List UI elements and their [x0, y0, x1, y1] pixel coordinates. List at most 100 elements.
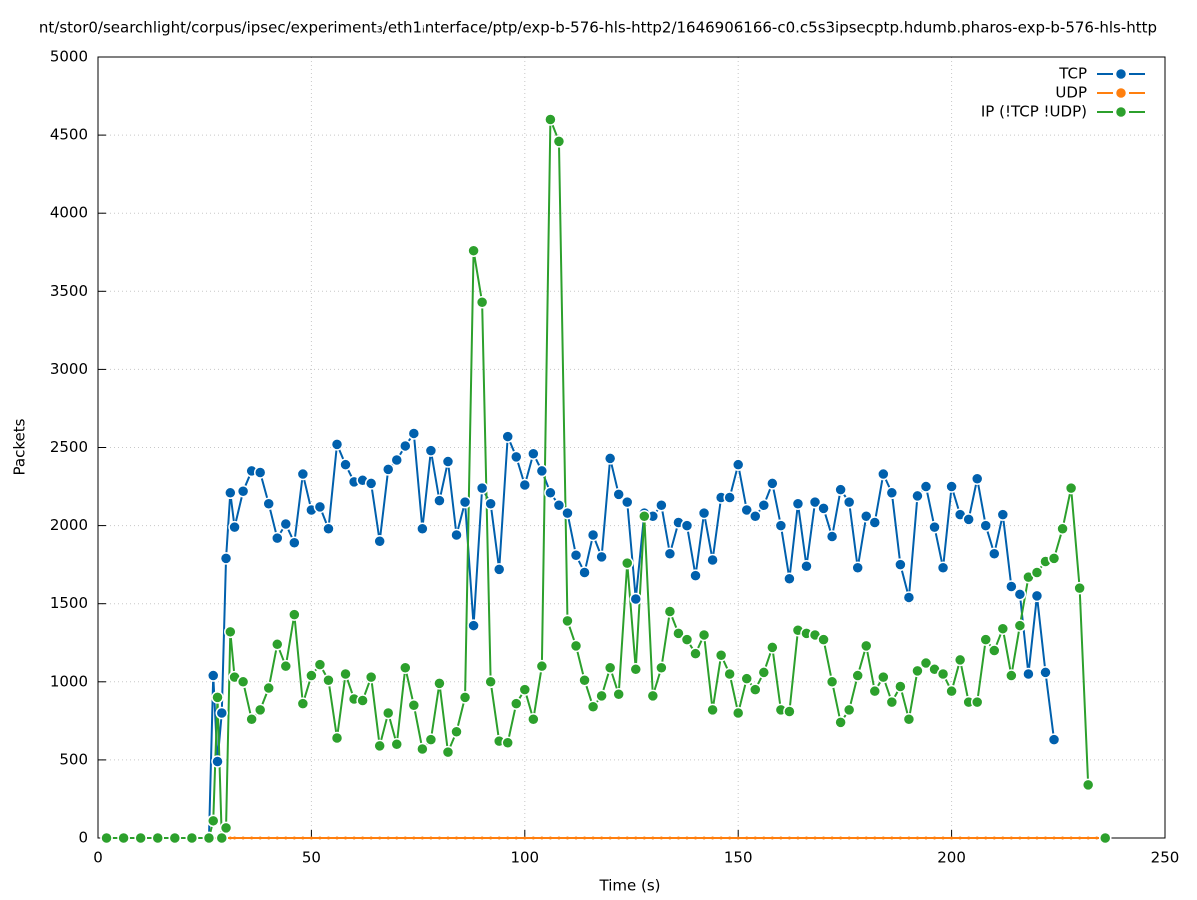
data-point [475, 295, 489, 309]
data-point [787, 836, 791, 840]
data-point [659, 836, 663, 840]
data-point [1047, 552, 1061, 565]
data-point [245, 713, 258, 726]
data-point [634, 836, 638, 840]
data-point [839, 836, 843, 840]
data-point [911, 489, 924, 503]
data-point [364, 477, 378, 490]
data-point [352, 836, 356, 840]
data-point [936, 667, 950, 681]
data-point [339, 458, 352, 471]
data-point [1018, 836, 1022, 840]
data-point [535, 464, 549, 478]
data-point [557, 836, 561, 840]
data-point [535, 659, 549, 673]
data-point [322, 673, 335, 687]
data-point [612, 688, 625, 701]
data-point [475, 481, 489, 495]
data-point [433, 677, 446, 690]
data-point [1026, 836, 1030, 840]
y-axis-label: Packets [11, 418, 29, 475]
x-tick-label: 200 [937, 849, 966, 867]
data-point [395, 836, 399, 840]
data-point [591, 836, 595, 840]
data-point [241, 836, 245, 840]
data-point [215, 706, 229, 720]
data-point [416, 742, 429, 756]
y-tick-label: 1500 [50, 594, 88, 612]
data-point [885, 486, 899, 500]
data-point [924, 836, 928, 840]
data-point [868, 684, 882, 698]
data-point [907, 836, 911, 840]
data-point [420, 836, 424, 840]
data-point [766, 641, 779, 654]
data-point [1001, 836, 1005, 840]
data-point [548, 836, 552, 840]
data-point [578, 566, 591, 579]
data-point [1009, 836, 1013, 840]
data-point [381, 706, 395, 720]
data-point [305, 669, 318, 682]
data-point [851, 669, 864, 682]
data-point [770, 836, 774, 840]
data-point [100, 831, 113, 845]
data-point [228, 836, 232, 840]
data-point [497, 836, 501, 840]
data-point [224, 625, 237, 639]
y-tick-label: 5000 [50, 48, 88, 66]
data-point [842, 703, 856, 717]
data-point [569, 639, 583, 653]
data-point [492, 563, 506, 576]
data-point [386, 836, 390, 840]
data-point [625, 836, 629, 840]
y-tick-label: 3000 [50, 360, 88, 378]
data-point [608, 836, 612, 840]
data-point [697, 506, 711, 520]
data-point [813, 836, 817, 840]
x-axis-label: Time (s) [599, 877, 661, 895]
data-point [933, 836, 937, 840]
data-point [288, 536, 301, 550]
data-point [877, 467, 890, 481]
data-point [859, 509, 873, 523]
data-point [617, 836, 621, 840]
data-point [885, 695, 899, 709]
data-point [642, 836, 646, 840]
data-point [638, 509, 651, 523]
data-point [847, 836, 851, 840]
data-point [672, 627, 685, 640]
data-point [783, 572, 796, 585]
legend-marker [1114, 86, 1128, 100]
data-point [361, 836, 365, 840]
data-point [1098, 831, 1112, 845]
data-point [723, 491, 736, 504]
data-point [723, 667, 736, 681]
data-point [711, 836, 715, 840]
data-point [275, 836, 279, 840]
data-point [979, 633, 992, 646]
data-point [783, 705, 796, 718]
data-point [1030, 566, 1044, 579]
y-tick-label: 2500 [50, 438, 88, 456]
data-point [318, 836, 322, 840]
data-point [339, 667, 352, 681]
data-point [808, 495, 822, 509]
data-point [518, 478, 532, 492]
data-point [151, 831, 165, 845]
y-tick-label: 0 [78, 829, 88, 847]
data-point [586, 700, 600, 714]
data-point [706, 703, 719, 717]
data-point [206, 814, 220, 828]
data-point [817, 502, 830, 515]
data-point [680, 519, 694, 532]
data-point [271, 638, 284, 651]
data-point [1073, 581, 1086, 595]
data-point [373, 739, 386, 753]
data-point [1061, 836, 1065, 840]
data-point [731, 706, 745, 720]
data-point [574, 836, 578, 840]
data-point [544, 486, 557, 500]
data-point [919, 480, 933, 493]
